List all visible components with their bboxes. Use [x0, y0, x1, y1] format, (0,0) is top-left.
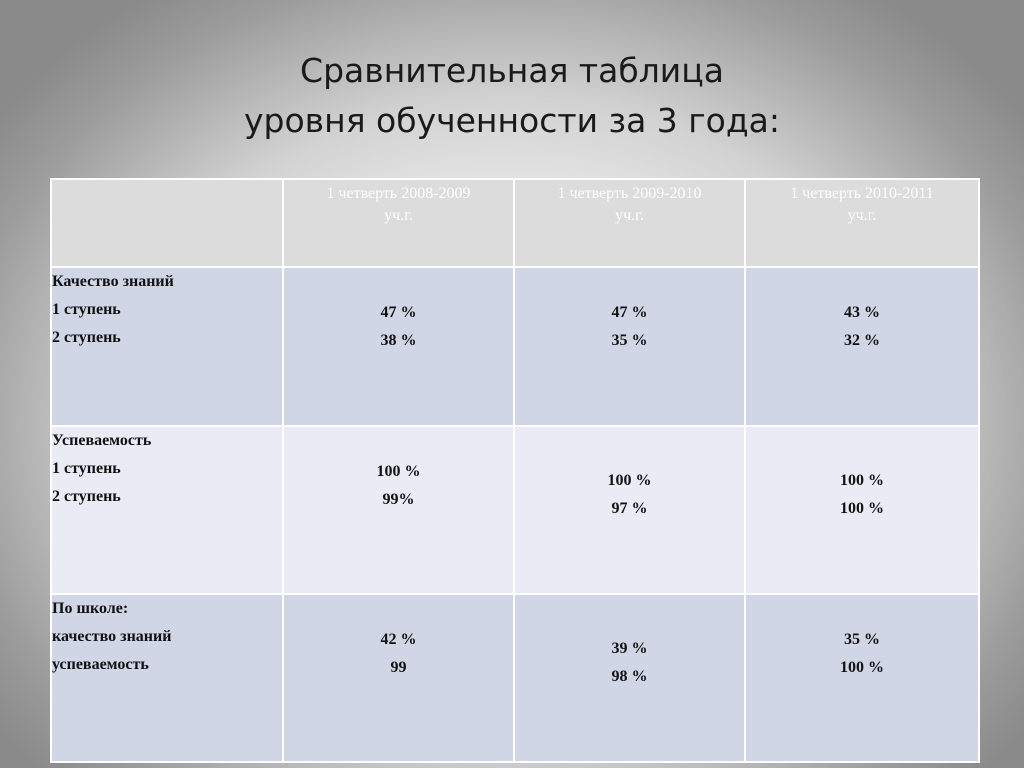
value: 42 %	[380, 631, 417, 648]
value: 99%	[382, 491, 415, 508]
row-label-sub: качество знаний	[52, 628, 172, 645]
header-year-suffix: уч.г.	[847, 207, 877, 224]
value: 35 %	[611, 332, 648, 349]
header-cell-2008-2009: 1 четверть 2008-2009 уч.г.	[282, 178, 515, 268]
value: 35 %	[844, 631, 880, 648]
value: 32 %	[844, 332, 880, 349]
value-cell: 43 % 32 %	[744, 266, 980, 427]
value-cell: 39 % 98 %	[513, 593, 746, 763]
value: 98 %	[611, 668, 648, 685]
slide-title: Сравнительная таблица уровня обученности…	[0, 46, 1024, 146]
row-label-title: Успеваемость	[52, 432, 152, 449]
value: 100 %	[840, 500, 884, 517]
row-label-sub: 2 ступень	[52, 329, 121, 346]
value-cell: 47 % 35 %	[513, 266, 746, 427]
header-cell-2009-2010: 1 четверть 2009-2010 уч.г.	[513, 178, 746, 268]
value-cell: 42 % 99	[282, 593, 515, 763]
comparison-table: 1 четверть 2008-2009 уч.г. 1 четверть 20…	[50, 178, 980, 763]
row-label-cell: По школе: качество знаний успеваемость	[50, 593, 284, 763]
header-year-suffix: уч.г.	[615, 207, 644, 224]
value-cell: 100 % 97 %	[513, 425, 746, 595]
value: 99	[390, 659, 407, 676]
header-cell-2010-2011: 1 четверть 2010-2011 уч.г.	[744, 178, 980, 268]
value-cell: 100 % 100 %	[744, 425, 980, 595]
row-label-sub: 1 ступень	[52, 301, 121, 318]
row-label-title: По школе:	[52, 600, 129, 617]
value: 43 %	[844, 304, 880, 321]
header-period: 1 четверть 2009-2010	[557, 185, 702, 202]
slide-title-line-1: Сравнительная таблица	[300, 51, 724, 90]
row-label-sub: 1 ступень	[52, 460, 121, 477]
row-label-cell: Качество знаний 1 ступень 2 ступень	[50, 266, 284, 427]
value-cell: 100 % 99%	[282, 425, 515, 595]
value: 39 %	[611, 640, 648, 657]
value-cell: 47 % 38 %	[282, 266, 515, 427]
header-period: 1 четверть 2010-2011	[790, 185, 934, 202]
header-corner-cell	[50, 178, 284, 268]
slide-title-line-2: уровня обученности за 3 года:	[244, 101, 780, 140]
value: 100 %	[376, 463, 421, 480]
row-label-sub: успеваемость	[52, 656, 149, 673]
table-header-row: 1 четверть 2008-2009 уч.г. 1 четверть 20…	[50, 178, 980, 268]
row-label-sub: 2 ступень	[52, 488, 121, 505]
table-row-performance: Успеваемость 1 ступень 2 ступень 100 % 9…	[50, 425, 980, 595]
value: 100 %	[840, 659, 884, 676]
table-row-knowledge-quality: Качество знаний 1 ступень 2 ступень 47 %…	[50, 266, 980, 427]
value: 47 %	[611, 304, 648, 321]
value: 38 %	[380, 332, 417, 349]
header-year-suffix: уч.г.	[384, 207, 413, 224]
header-period: 1 четверть 2008-2009	[326, 185, 471, 202]
value: 100 %	[840, 472, 884, 489]
value-cell: 35 % 100 %	[744, 593, 980, 763]
value: 100 %	[607, 472, 652, 489]
row-label-title: Качество знаний	[52, 273, 174, 290]
value: 47 %	[380, 304, 417, 321]
row-label-cell: Успеваемость 1 ступень 2 ступень	[50, 425, 284, 595]
table-row-school-total: По школе: качество знаний успеваемость 4…	[50, 593, 980, 763]
value: 97 %	[611, 500, 648, 517]
